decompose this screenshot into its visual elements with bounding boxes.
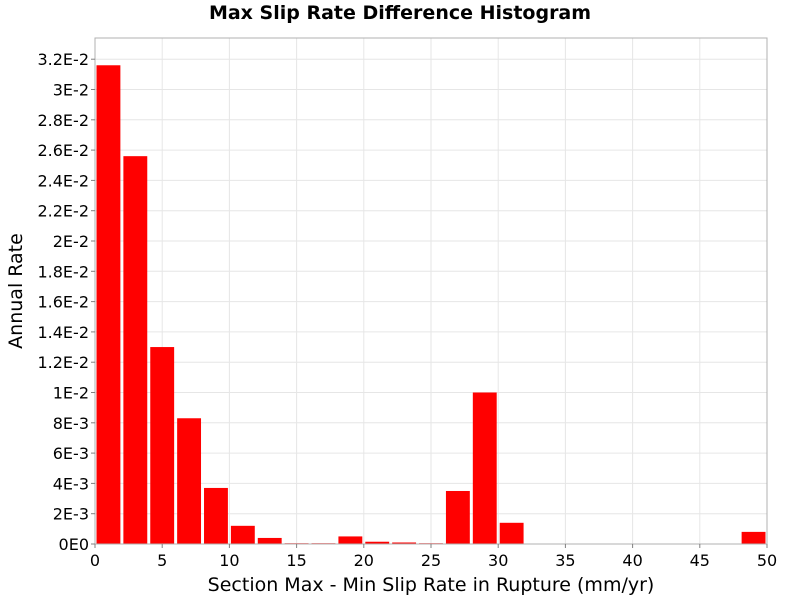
x-tick-label: 50 <box>757 551 777 570</box>
y-tick-label: 1.6E-2 <box>37 293 89 312</box>
histogram-bar <box>257 537 282 544</box>
y-tick-label: 8E-3 <box>53 414 89 433</box>
x-tick-label: 45 <box>690 551 710 570</box>
histogram-bar <box>96 65 121 544</box>
histogram-bar <box>204 487 228 544</box>
y-tick-label: 2.8E-2 <box>37 111 89 130</box>
y-tick-label: 2E-2 <box>53 232 89 251</box>
histogram-bar <box>445 490 470 544</box>
x-axis-label: Section Max - Min Slip Rate in Rupture (… <box>208 574 655 596</box>
y-tick-label: 0E0 <box>59 535 89 554</box>
bars <box>96 65 766 544</box>
y-tick-label: 1.8E-2 <box>37 262 89 281</box>
axis-ticks: 0E0 2E-3 4E-3 6E-3 8E-3 1E-2 1.2E-2 1.4E-2 1.6E-… <box>37 50 777 570</box>
x-tick-label: 0 <box>90 551 100 570</box>
histogram-bar <box>150 347 175 544</box>
x-tick-label: 30 <box>488 551 508 570</box>
y-tick-label: 1E-2 <box>53 384 89 403</box>
y-tick-label: 2.4E-2 <box>37 171 89 190</box>
histogram-bar <box>177 418 202 544</box>
y-axis-label: Annual Rate <box>5 233 27 349</box>
x-tick-label: 15 <box>286 551 306 570</box>
y-tick-label: 1.4E-2 <box>37 323 89 342</box>
y-tick-label: 3E-2 <box>53 81 89 100</box>
histogram-bar <box>365 541 390 544</box>
histogram-bar <box>741 531 766 544</box>
x-tick-label: 5 <box>157 551 167 570</box>
x-tick-label: 10 <box>219 551 239 570</box>
y-tick-label: 2E-3 <box>53 505 89 524</box>
y-tick-label: 1.2E-2 <box>37 353 89 372</box>
histogram-bar <box>392 542 417 544</box>
histogram-bar <box>499 522 524 544</box>
histogram-bar <box>230 525 255 544</box>
histogram-bar <box>123 156 148 544</box>
y-tick-label: 2.2E-2 <box>37 202 89 221</box>
y-tick-label: 4E-3 <box>53 474 89 493</box>
x-tick-label: 20 <box>354 551 374 570</box>
histogram-bar <box>338 536 363 544</box>
x-tick-label: 40 <box>622 551 642 570</box>
histogram-bar <box>472 392 497 544</box>
y-tick-label: 6E-3 <box>53 444 89 463</box>
grid-lines <box>94 38 768 545</box>
x-tick-label: 35 <box>555 551 575 570</box>
y-tick-label: 3.2E-2 <box>37 50 89 69</box>
y-tick-label: 2.6E-2 <box>37 141 89 160</box>
x-tick-label: 25 <box>421 551 441 570</box>
chart-title: Max Slip Rate Difference Histogram <box>208 2 592 24</box>
